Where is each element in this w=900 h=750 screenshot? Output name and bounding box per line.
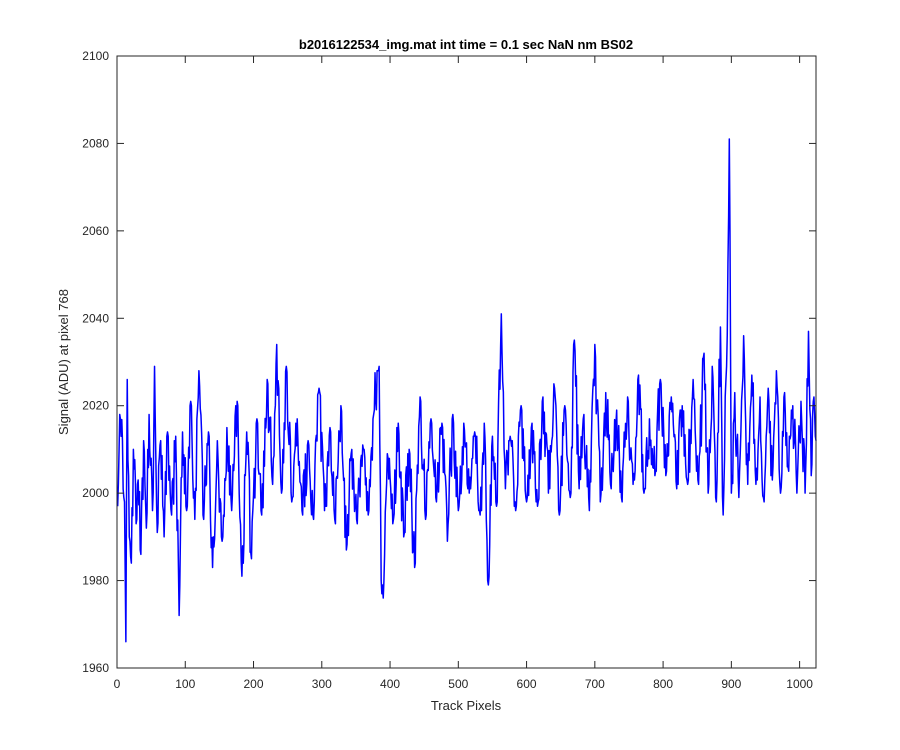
y-tick-label: 1980 bbox=[82, 574, 109, 588]
y-tick-label: 2000 bbox=[82, 486, 109, 500]
x-tick-label: 100 bbox=[175, 677, 195, 691]
x-tick-label: 700 bbox=[585, 677, 605, 691]
x-tick-label: 300 bbox=[312, 677, 332, 691]
x-tick-label: 0 bbox=[114, 677, 121, 691]
axes-box bbox=[116, 55, 817, 669]
x-axis-label: Track Pixels bbox=[431, 698, 502, 713]
x-tick-label: 400 bbox=[380, 677, 400, 691]
y-axis-label: Signal (ADU) at pixel 768 bbox=[56, 289, 71, 435]
x-tick-label: 1000 bbox=[786, 677, 813, 691]
y-axis-ticks: 1960 1980 2000 2020 2040 2060 2080 2100 bbox=[82, 49, 816, 675]
x-tick-label: 200 bbox=[244, 677, 264, 691]
x-tick-label: 500 bbox=[448, 677, 468, 691]
series-line bbox=[116, 138, 817, 643]
y-tick-label: 2020 bbox=[82, 399, 109, 413]
y-tick-label: 2080 bbox=[82, 136, 109, 150]
x-axis-ticks: 0 100 200 300 400 500 600 700 800 900 1000 bbox=[114, 56, 813, 691]
chart-title: b2016122534_img.mat int time = 0.1 sec N… bbox=[299, 37, 633, 52]
x-tick-label: 900 bbox=[721, 677, 741, 691]
y-tick-label: 2040 bbox=[82, 311, 109, 325]
x-tick-label: 600 bbox=[517, 677, 537, 691]
series-layer bbox=[116, 138, 817, 643]
plot-area bbox=[117, 56, 816, 668]
y-tick-label: 2100 bbox=[82, 49, 109, 63]
y-tick-label: 1960 bbox=[82, 661, 109, 675]
y-tick-label: 2060 bbox=[82, 224, 109, 238]
x-tick-label: 800 bbox=[653, 677, 673, 691]
